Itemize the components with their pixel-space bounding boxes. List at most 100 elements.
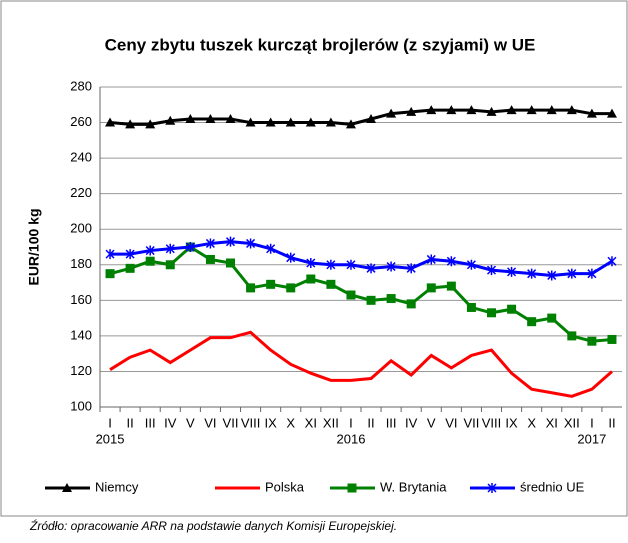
series-marker [346, 259, 356, 270]
x-tick-label: VI [204, 415, 216, 430]
series-marker [185, 242, 195, 252]
series-marker [266, 243, 276, 254]
x-tick-label: V [427, 415, 436, 430]
source-note: Źródło: opracowanie ARR na podstawie dan… [29, 518, 397, 533]
year-label: 2016 [337, 431, 366, 446]
x-tick-label: I [349, 415, 353, 430]
series-marker [486, 265, 497, 276]
chart-title: Ceny zbytu tuszek kurcząt brojlerów (z s… [105, 35, 536, 54]
series-marker [286, 283, 296, 293]
y-tick-label: 220 [70, 185, 92, 200]
series-marker [406, 106, 417, 116]
x-tick-label: IX [505, 415, 518, 430]
y-tick-label: 100 [70, 398, 92, 413]
series-marker [506, 105, 517, 115]
series-marker [547, 313, 557, 323]
x-tick-label: VII [223, 415, 239, 430]
series-marker [386, 108, 397, 118]
series-marker [205, 254, 215, 264]
series-marker [366, 114, 377, 123]
y-tick-label: 200 [70, 221, 92, 236]
series-marker [325, 117, 336, 127]
x-tick-label: III [145, 415, 156, 430]
x-tick-label: XI [546, 415, 558, 430]
x-tick-label: I [590, 415, 594, 430]
x-tick-label: IV [164, 415, 177, 430]
legend-label: średnio UE [520, 479, 585, 494]
series-marker [466, 105, 477, 115]
x-tick-label: VI [445, 415, 457, 430]
series-marker [527, 317, 537, 327]
y-tick-label: 160 [70, 292, 92, 307]
series-marker [526, 105, 537, 115]
series-marker [246, 283, 256, 293]
series-marker [205, 238, 215, 249]
series-marker [265, 117, 276, 127]
series-marker [607, 334, 617, 344]
x-tick-label: IV [405, 415, 418, 430]
y-tick-label: 280 [70, 78, 92, 93]
x-tick-label: II [126, 415, 133, 430]
legend-marker [62, 483, 72, 492]
legend-marker [347, 483, 357, 493]
series-marker [507, 266, 517, 277]
series-marker [205, 114, 216, 123]
series-marker [586, 108, 597, 118]
series-marker [105, 269, 115, 279]
series-marker [546, 105, 557, 115]
x-tick-label: VIII [482, 415, 502, 430]
series-marker [466, 259, 476, 270]
series-marker [226, 258, 235, 268]
series-marker [225, 114, 236, 123]
year-label: 2017 [577, 431, 606, 446]
series-marker [105, 117, 116, 127]
series-marker [125, 119, 136, 129]
y-tick-label: 240 [70, 150, 92, 165]
legend-label: Niemcy [95, 479, 139, 494]
series-marker [566, 105, 577, 115]
series-marker [326, 279, 336, 289]
series-marker [145, 256, 155, 266]
series-marker [406, 263, 416, 274]
series-marker [607, 256, 617, 267]
x-tick-label: XII [323, 415, 339, 430]
x-tick-label: XI [305, 415, 317, 430]
series-marker [266, 279, 276, 289]
x-tick-label: IX [265, 415, 278, 430]
series-marker [567, 268, 577, 279]
x-tick-label: II [608, 415, 615, 430]
series-marker [125, 263, 135, 273]
series-marker [446, 256, 456, 267]
series-marker [386, 261, 396, 272]
x-tick-label: V [186, 415, 195, 430]
series-line [109, 108, 612, 126]
series-marker [246, 238, 256, 249]
series-marker [165, 115, 176, 125]
y-tick-label: 140 [70, 327, 92, 342]
series-marker [606, 108, 617, 118]
series-marker [225, 236, 236, 247]
series-marker [426, 283, 436, 293]
year-label: 2015 [96, 431, 125, 446]
y-tick-label: 120 [70, 363, 92, 378]
series-marker [487, 308, 496, 318]
y-axis-label: EUR/100 kg [26, 208, 42, 285]
series-marker [446, 105, 457, 115]
series-marker [145, 245, 155, 256]
x-tick-label: II [367, 415, 374, 430]
x-tick-label: III [386, 415, 397, 430]
series-marker [306, 258, 316, 268]
series-marker [245, 117, 256, 127]
series-marker [527, 268, 537, 279]
series-marker [305, 117, 316, 127]
series-marker [406, 299, 416, 309]
series-marker [165, 243, 175, 254]
series-marker [426, 105, 437, 115]
series-marker [507, 304, 517, 314]
series-marker [486, 106, 497, 116]
series-marker [286, 252, 296, 263]
series-marker [285, 117, 296, 127]
x-tick-label: X [527, 415, 536, 430]
x-tick-label: XII [564, 415, 580, 430]
